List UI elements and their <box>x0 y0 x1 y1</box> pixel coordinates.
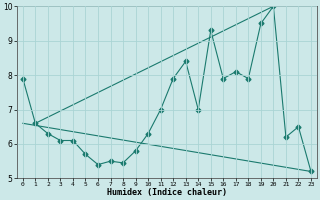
X-axis label: Humidex (Indice chaleur): Humidex (Indice chaleur) <box>107 188 227 197</box>
